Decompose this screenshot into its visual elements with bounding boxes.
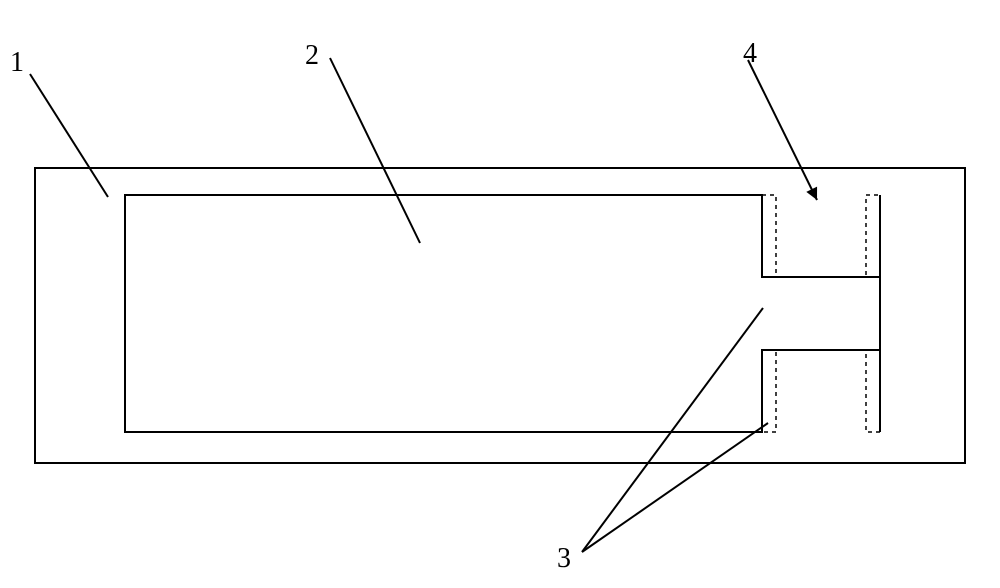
leader-line-1 [30, 74, 108, 197]
leader-line-2 [330, 58, 420, 243]
inner-region [125, 195, 880, 432]
dashed-region-top-right [866, 195, 880, 277]
leader-line-3b [582, 423, 768, 552]
dashed-region-top-left [762, 195, 776, 277]
arrow-4-shaft [748, 60, 817, 200]
dashed-region-bottom-right [866, 350, 880, 432]
label-4: 4 [743, 38, 757, 70]
label-1: 1 [10, 47, 24, 79]
label-2: 2 [305, 40, 319, 72]
label-3: 3 [557, 543, 571, 575]
outer-boundary [35, 168, 965, 463]
diagram-svg [0, 0, 1000, 588]
dashed-region-bottom-left [762, 350, 776, 432]
leader-line-3a [582, 308, 763, 552]
